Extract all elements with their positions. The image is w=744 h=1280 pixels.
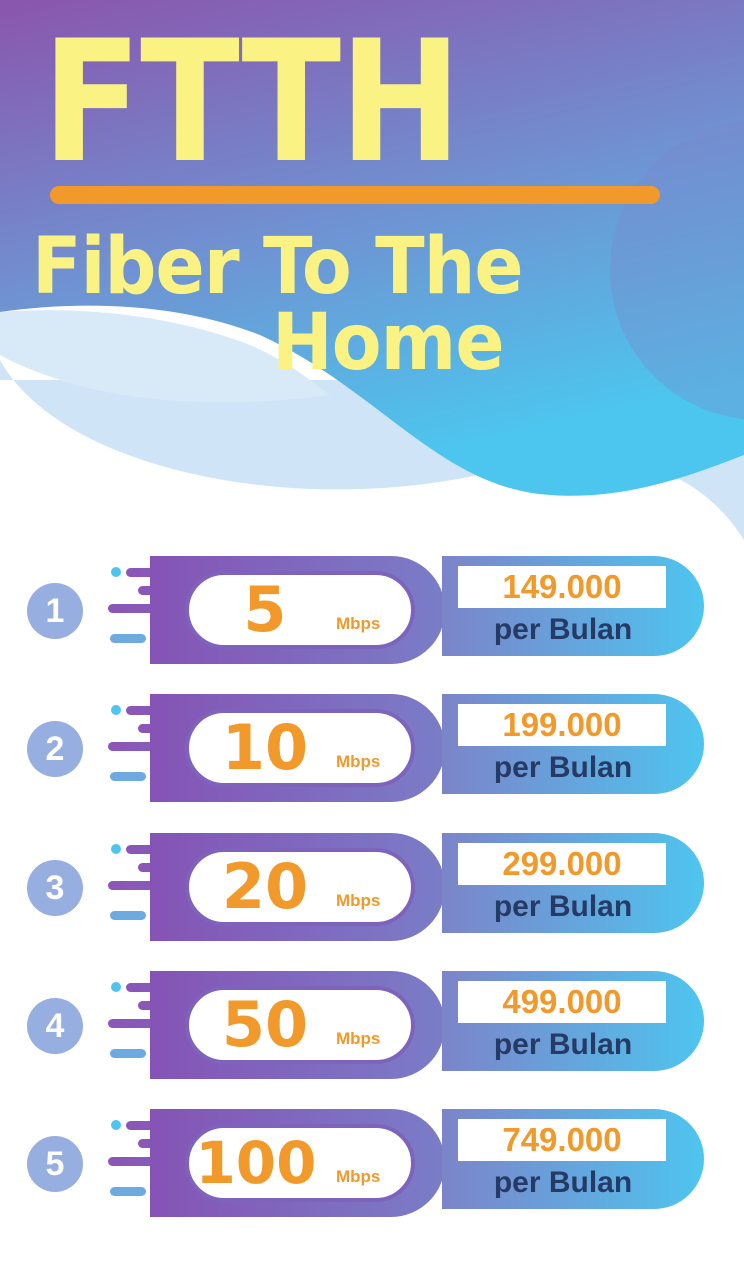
plan-number-badge: 1 <box>27 583 83 639</box>
price-period: per Bulan <box>493 751 633 784</box>
plan-row: 2 10 Mbps 199.000 per Bulan <box>0 694 744 802</box>
plan-row: 1 5 Mbps 149.000 per Bulan <box>0 556 744 664</box>
price-period: per Bulan <box>493 1166 633 1199</box>
subtitle-line-2: Home <box>272 298 505 388</box>
speed-value: 20 <box>221 850 309 923</box>
speed-pill <box>185 1124 415 1202</box>
speed-unit: Mbps <box>336 752 381 771</box>
page-title: FTTH <box>42 4 462 200</box>
price-value: 199.000 <box>502 706 622 743</box>
plan-number-badge: 4 <box>27 998 83 1054</box>
speed-unit: Mbps <box>336 1167 381 1186</box>
price-value: 299.000 <box>502 845 622 882</box>
price-box <box>458 566 666 608</box>
subtitle-line-1: Fiber To The <box>32 222 524 312</box>
price-box <box>458 1119 666 1161</box>
speed-value: 5 <box>243 573 287 646</box>
price-period: per Bulan <box>493 890 633 923</box>
title-underline <box>50 186 660 204</box>
speed-value: 50 <box>221 988 309 1061</box>
price-value: 499.000 <box>502 983 622 1020</box>
speed-value: 100 <box>195 1129 317 1197</box>
speed-pill <box>185 709 415 787</box>
plan-number-badge: 3 <box>27 860 83 916</box>
hero-background <box>0 0 744 540</box>
price-box <box>458 704 666 746</box>
price-value: 149.000 <box>502 568 622 605</box>
price-box <box>458 843 666 885</box>
price-value: 749.000 <box>502 1121 622 1158</box>
plan-row: 4 50 Mbps 499.000 per Bulan <box>0 971 744 1079</box>
speed-pill <box>185 848 415 926</box>
hero-wave-main <box>0 0 744 496</box>
speed-unit: Mbps <box>336 1029 381 1048</box>
speed-unit: Mbps <box>336 891 381 910</box>
plan-row: 5 100 Mbps 749.000 per Bulan <box>0 1109 744 1217</box>
plan-row: 3 20 Mbps 299.000 per Bulan <box>0 833 744 941</box>
price-period: per Bulan <box>493 1028 633 1061</box>
speed-unit: Mbps <box>336 614 381 633</box>
speed-pill <box>185 571 415 649</box>
price-box <box>458 981 666 1023</box>
hero-wave-light <box>0 310 330 403</box>
price-period: per Bulan <box>493 613 633 646</box>
speed-value: 10 <box>221 711 309 784</box>
plan-number-badge: 5 <box>27 1136 83 1192</box>
speed-pill <box>185 986 415 1064</box>
plan-number-badge: 2 <box>27 721 83 777</box>
